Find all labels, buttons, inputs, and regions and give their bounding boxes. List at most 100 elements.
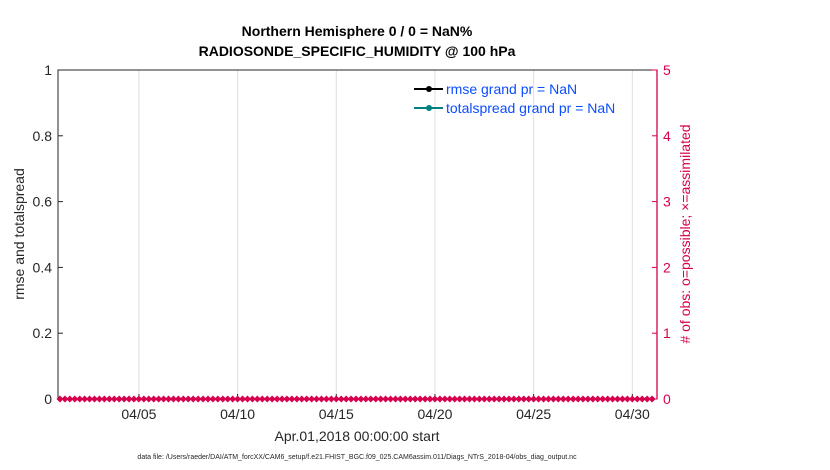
x-axis-label: Apr.01,2018 00:00:00 start xyxy=(274,428,439,444)
obs-count-marker xyxy=(204,395,212,403)
obs-count-marker xyxy=(584,395,592,403)
chart-title-line2: RADIOSONDE_SPECIFIC_HUMIDITY @ 100 hPa xyxy=(199,43,516,59)
obs-count-marker xyxy=(194,395,202,403)
obs-count-marker xyxy=(224,395,232,403)
obs-count-marker xyxy=(239,395,247,403)
obs-count-marker xyxy=(298,395,306,403)
obs-count-marker xyxy=(535,395,543,403)
obs-count-marker xyxy=(199,395,207,403)
x-tick-label: 04/15 xyxy=(319,406,354,422)
legend: rmse grand pr = NaN totalspread grand pr… xyxy=(414,81,615,116)
obs-count-marker xyxy=(135,395,143,403)
obs-count-marker xyxy=(628,395,636,403)
obs-count-marker xyxy=(110,395,118,403)
obs-count-marker xyxy=(431,395,439,403)
obs-count-marker xyxy=(490,395,498,403)
obs-count-marker xyxy=(466,395,474,403)
obs-count-marker xyxy=(470,395,478,403)
y2-tick-label: 4 xyxy=(663,128,671,144)
obs-count-marker xyxy=(347,395,355,403)
obs-count-marker xyxy=(638,395,646,403)
obs-count-marker xyxy=(288,395,296,403)
obs-count-marker xyxy=(189,395,197,403)
obs-count-marker xyxy=(475,395,483,403)
obs-count-marker xyxy=(604,395,612,403)
y-tick-label: 0.6 xyxy=(33,194,53,210)
obs-count-marker xyxy=(174,395,182,403)
obs-count-marker xyxy=(456,395,464,403)
obs-count-marker xyxy=(648,395,656,403)
y-axis-label: rmse and totalspread xyxy=(11,168,27,300)
obs-count-marker xyxy=(451,395,459,403)
obs-count-marker xyxy=(461,395,469,403)
plot-frame xyxy=(57,69,658,400)
obs-count-marker xyxy=(145,395,153,403)
obs-count-marker xyxy=(278,395,286,403)
obs-count-marker xyxy=(540,395,548,403)
obs-count-marker xyxy=(253,395,261,403)
obs-count-marker xyxy=(406,395,414,403)
obs-count-marker xyxy=(160,395,168,403)
legend-label-rmse: rmse grand pr = NaN xyxy=(446,81,577,97)
obs-count-marker xyxy=(234,395,242,403)
obs-count-marker xyxy=(387,395,395,403)
obs-count-marker xyxy=(485,395,493,403)
obs-count-marker xyxy=(554,395,562,403)
obs-count-marker xyxy=(446,395,454,403)
obs-count-marker xyxy=(441,395,449,403)
obs-count-marker xyxy=(105,395,113,403)
obs-count-marker xyxy=(599,395,607,403)
obs-count-marker xyxy=(91,395,99,403)
y-tick-label: 1 xyxy=(44,62,52,78)
obs-count-marker xyxy=(322,395,330,403)
obs-count-marker xyxy=(396,395,404,403)
obs-count-marker xyxy=(258,395,266,403)
y-tick-label: 0.8 xyxy=(33,128,53,144)
obs-count-marker xyxy=(416,395,424,403)
obs-count-marker xyxy=(115,395,123,403)
obs-count-marker xyxy=(179,395,187,403)
obs-count-marker xyxy=(525,395,533,403)
obs-count-marker xyxy=(66,395,74,403)
legend-label-totalspread: totalspread grand pr = NaN xyxy=(446,100,615,116)
x-tick-label: 04/25 xyxy=(516,406,551,422)
obs-count-marker xyxy=(81,395,89,403)
obs-count-marker xyxy=(357,395,365,403)
obs-count-marker xyxy=(559,395,567,403)
obs-count-marker xyxy=(243,395,251,403)
obs-count-marker xyxy=(263,395,271,403)
obs-count-marker xyxy=(169,395,177,403)
obs-count-marker xyxy=(219,395,227,403)
legend-marker-totalspread xyxy=(426,105,432,111)
y2-tick-label: 3 xyxy=(663,194,671,210)
chart-title-line1: Northern Hemisphere 0 / 0 = NaN% xyxy=(242,23,473,39)
obs-count-marker xyxy=(549,395,557,403)
legend-marker-rmse xyxy=(426,86,432,92)
obs-count-marker xyxy=(564,395,572,403)
obs-count-marker xyxy=(569,395,577,403)
obs-count-marker xyxy=(609,395,617,403)
obs-count-marker xyxy=(352,395,360,403)
obs-count-marker xyxy=(579,395,587,403)
footnote: data file: /Users/raeder/DAI/ATM_forcXX/… xyxy=(137,454,577,461)
obs-count-marker xyxy=(411,395,419,403)
x-tick-label: 04/05 xyxy=(121,406,156,422)
obs-count-marker xyxy=(313,395,321,403)
obs-count-marker xyxy=(248,395,256,403)
obs-count-marker xyxy=(633,395,641,403)
obs-count-marker xyxy=(184,395,192,403)
obs-count-marker xyxy=(505,395,513,403)
obs-count-marker xyxy=(273,395,281,403)
obs-count-marker xyxy=(303,395,311,403)
y2-axis-label: # of obs: o=possible; ×=assimilated xyxy=(677,124,693,343)
obs-count-marker xyxy=(214,395,222,403)
obs-count-marker xyxy=(71,395,79,403)
obs-count-marker xyxy=(367,395,375,403)
obs-count-marker xyxy=(165,395,173,403)
obs-count-marker xyxy=(589,395,597,403)
obs-count-marker xyxy=(155,395,163,403)
obs-count-marker xyxy=(293,395,301,403)
obs-count-marker xyxy=(618,395,626,403)
obs-count-marker xyxy=(229,395,237,403)
obs-count-marker xyxy=(100,395,108,403)
